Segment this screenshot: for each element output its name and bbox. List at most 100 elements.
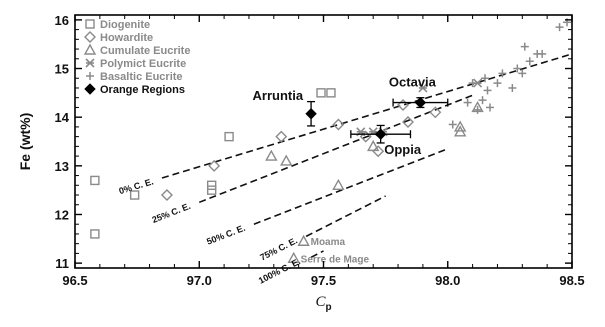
mixing-lines [161, 53, 573, 259]
data-point [538, 49, 547, 58]
marker-shape [414, 96, 427, 109]
legend-entry: Polymict Eucrite [100, 58, 186, 70]
data-point [473, 105, 482, 114]
y-tick-label: 13 [55, 159, 69, 174]
x-axis-label-sub: p [325, 302, 331, 313]
legend-entry: Howardite [100, 32, 153, 44]
marker-shape [316, 88, 326, 98]
legend-marker [84, 31, 96, 43]
data-point [508, 83, 517, 92]
data-point [513, 64, 522, 73]
data-point [367, 139, 380, 152]
legend-entry: Basaltic Eucrite [100, 71, 183, 83]
orange-region-point [305, 108, 317, 120]
data-point [402, 116, 414, 129]
data-point [332, 118, 345, 131]
data-point [555, 23, 564, 32]
x-tick-label: 97.0 [187, 273, 212, 288]
data-point [498, 69, 507, 78]
data-point [485, 103, 494, 112]
marker-shape [84, 31, 96, 43]
marker-shape [206, 180, 217, 190]
marker-shape [275, 130, 288, 143]
x-tick-label: 97.5 [311, 273, 336, 288]
data-point [265, 149, 278, 161]
data-point [525, 57, 534, 66]
orange-region-point [374, 128, 387, 140]
mixing-line-label: 0% C. E. [118, 176, 155, 196]
data-point [518, 69, 527, 78]
note-label: Moama [311, 237, 346, 248]
marker-shape [453, 120, 467, 132]
data-point [332, 178, 345, 190]
mixing-line [305, 195, 386, 238]
legend-entry: Cumulate Eucrite [100, 45, 190, 57]
marker-shape [287, 251, 300, 263]
data-point [90, 175, 100, 186]
marker-shape [367, 139, 380, 152]
data-point [468, 79, 477, 88]
region-label: Oppia [384, 142, 422, 157]
data-point [206, 185, 217, 195]
data-point [493, 79, 502, 88]
marker-shape [280, 154, 293, 166]
mixing-line-label: 50% C. E. [205, 223, 246, 247]
marker-shape [85, 19, 95, 29]
data-point [224, 131, 234, 142]
mixing-line-label: 25% C. E. [151, 201, 192, 225]
data-point [129, 190, 140, 200]
data-point [429, 106, 442, 119]
data-point [453, 125, 467, 137]
y-tick-label: 14 [55, 110, 70, 125]
data-point [90, 229, 100, 239]
data-point [520, 42, 529, 51]
data-point [280, 154, 293, 166]
marker-shape [372, 145, 385, 158]
marker-shape [332, 118, 345, 131]
marker-shape [402, 116, 414, 129]
legend-marker [84, 83, 96, 95]
mixing-line [198, 94, 473, 204]
data-point [453, 120, 467, 132]
data-point [160, 189, 173, 202]
data-point [418, 83, 428, 93]
marker-shape [83, 43, 97, 55]
data-point [478, 96, 487, 105]
marker-shape [297, 234, 310, 246]
marker-shape [453, 125, 467, 137]
x-axis-label-main: C [315, 294, 326, 310]
marker-shape [429, 106, 442, 119]
legend-marker [85, 19, 95, 29]
marker-shape [129, 190, 140, 200]
data-point [372, 145, 385, 158]
note-label: Serre de Mage [301, 254, 370, 265]
data-point [326, 88, 336, 98]
marker-shape [90, 229, 100, 239]
legend-marker [83, 43, 97, 55]
y-tick-label: 11 [55, 256, 69, 271]
marker-shape [90, 175, 100, 186]
data-point [448, 120, 457, 129]
marker-shape [265, 149, 278, 161]
x-tick-label: 96.5 [62, 273, 87, 288]
legend-marker [86, 72, 94, 80]
marker-shape [208, 159, 221, 172]
marker-shape [224, 131, 234, 142]
note-marker [287, 251, 300, 263]
data-point [397, 99, 410, 111]
region-label: Octavia [389, 75, 437, 90]
data-point [316, 88, 326, 98]
marker-shape [326, 88, 336, 98]
mixing-line [253, 148, 449, 225]
marker-shape [374, 128, 387, 140]
annotations: 0% C. E.25% C. E.50% C. E.75% C. E.100% … [118, 75, 437, 286]
data-points [90, 18, 572, 263]
marker-shape [397, 99, 410, 111]
axes: 96.5 97.0 97.5 98.0 98.5 11 12 13 14 15 16 Cp Fe (wt… [17, 13, 585, 313]
mixing-line [161, 53, 573, 179]
y-tick-label: 12 [55, 207, 69, 222]
x-axis-label: Cp [315, 294, 331, 313]
data-point [463, 98, 472, 107]
